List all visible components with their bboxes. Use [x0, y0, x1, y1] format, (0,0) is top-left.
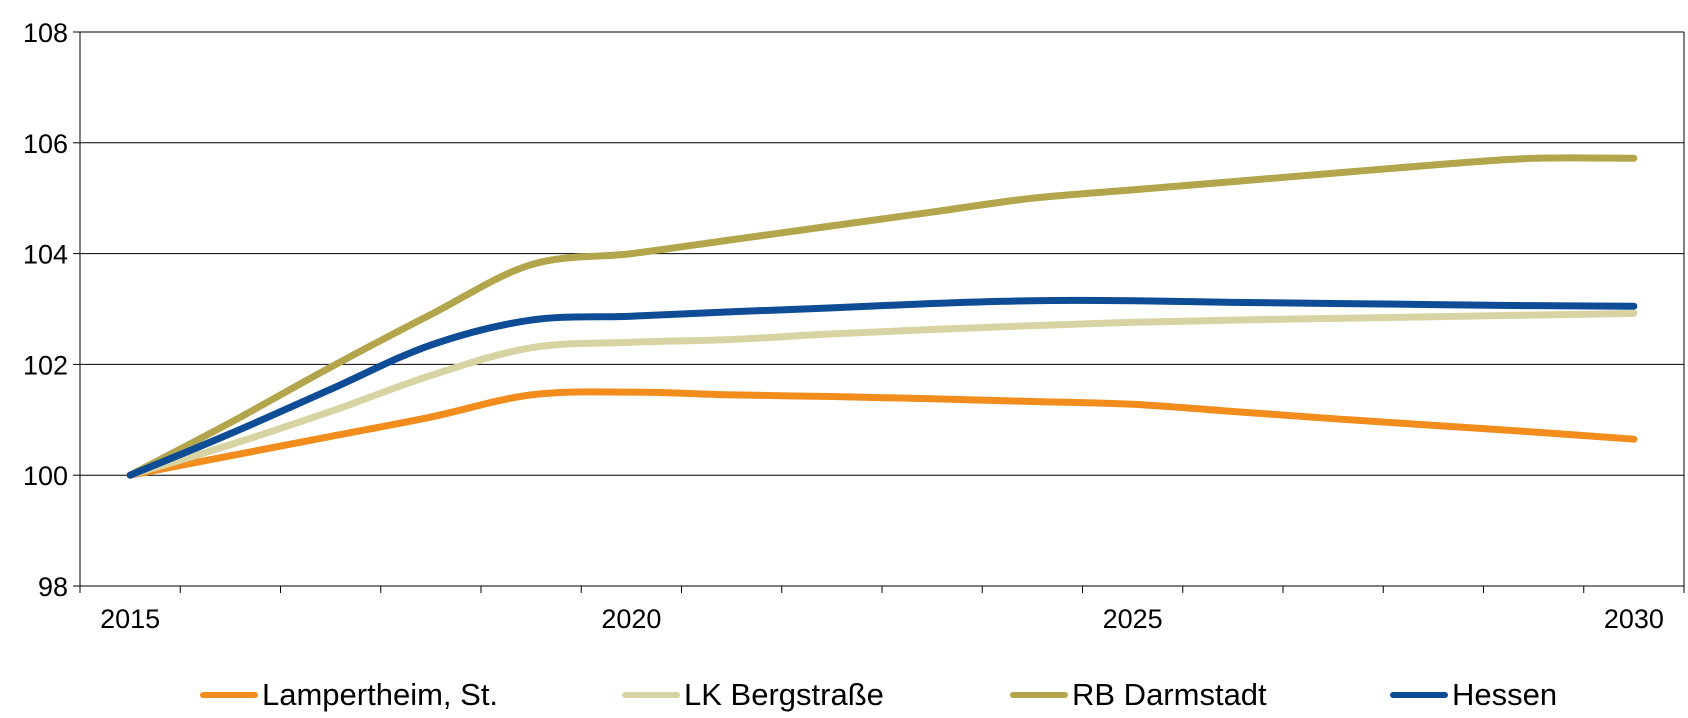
- legend-label-hessen: Hessen: [1452, 677, 1558, 712]
- legend-label-lampertheim: Lampertheim, St.: [262, 677, 499, 712]
- legend-item-rb-darmstadt: RB Darmstadt: [1010, 672, 1267, 718]
- y-tick-label: 98: [38, 572, 68, 602]
- x-tick-label: 2030: [1604, 604, 1664, 634]
- y-tick-label: 104: [23, 240, 68, 270]
- y-tick-label: 102: [23, 350, 68, 380]
- series-line-rb-darmstadt: [126, 154, 1638, 479]
- legend-swatch-hessen: [1390, 692, 1448, 698]
- y-tick-label: 100: [23, 461, 68, 491]
- series-line-lampertheim-st: [126, 388, 1638, 479]
- axes: [73, 31, 1685, 593]
- series-line-hessen: [126, 296, 1638, 479]
- y-tick-label: 106: [23, 129, 68, 159]
- legend-label-lk-bergstrasse: LK Bergstraße: [684, 677, 884, 712]
- x-tick-label: 2020: [601, 604, 661, 634]
- series-line-lk-bergstrasse: [126, 309, 1638, 479]
- y-tick-labels: 98 100 102 104 106 108: [23, 18, 68, 602]
- legend-swatch-lampertheim: [200, 692, 258, 698]
- x-tick-labels: 2015 2020 2025 2030: [100, 604, 1664, 634]
- x-tick-label: 2025: [1103, 604, 1163, 634]
- legend-item-lk-bergstrasse: LK Bergstraße: [622, 672, 884, 718]
- x-tick-label: 2015: [100, 604, 160, 634]
- legend-item-lampertheim: Lampertheim, St.: [200, 672, 498, 718]
- y-tick-label: 108: [23, 18, 68, 48]
- legend-swatch-rb-darmstadt: [1010, 692, 1068, 698]
- line-chart: 98 100 102 104 106 108 2015 2020 2025 2030: [23, 18, 1685, 634]
- legend-label-rb-darmstadt: RB Darmstadt: [1072, 677, 1267, 712]
- legend: Lampertheim, St. LK Bergstraße RB Darmst…: [0, 672, 1688, 718]
- series-lines: [126, 154, 1638, 479]
- legend-swatch-lk-bergstrasse: [622, 692, 680, 698]
- gridlines: [80, 31, 1684, 476]
- legend-item-hessen: Hessen: [1390, 672, 1557, 718]
